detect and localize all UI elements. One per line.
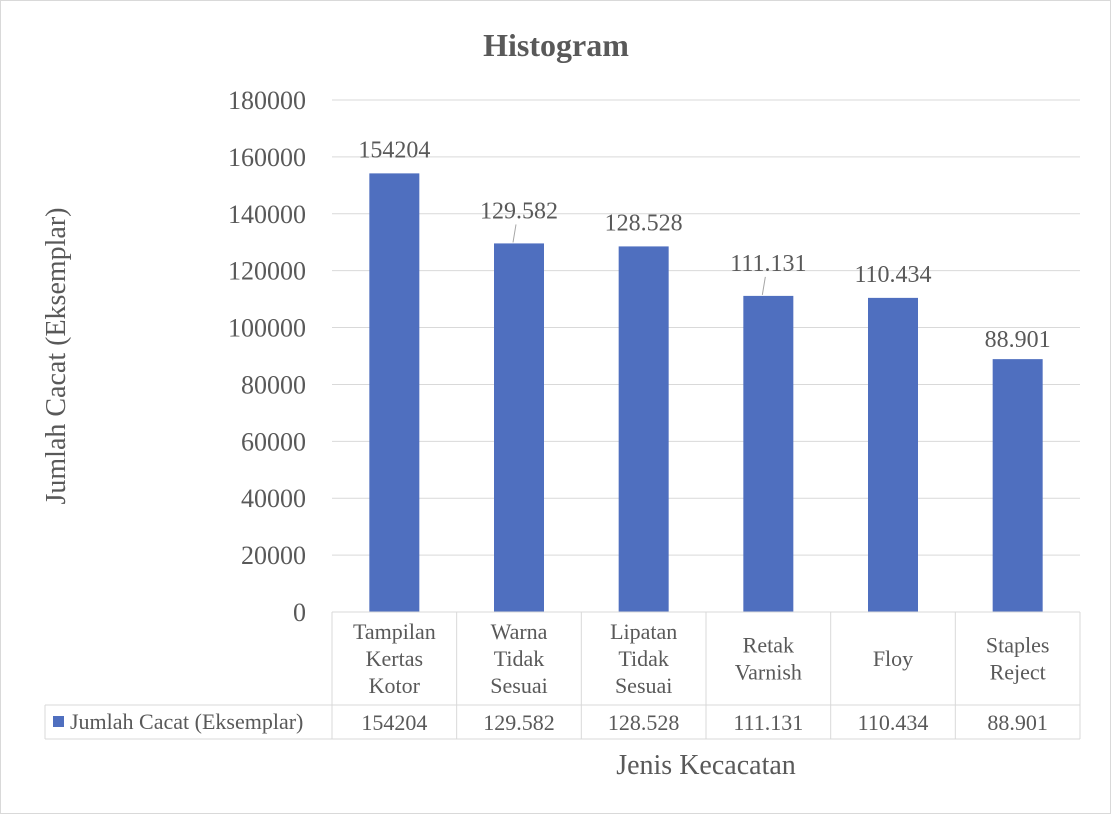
x-category-label: Staples (986, 633, 1050, 658)
table-value: 128.528 (608, 710, 680, 735)
table-value: 111.131 (733, 710, 803, 735)
table-value: 88.901 (987, 710, 1048, 735)
x-category-label: Kotor (369, 673, 421, 698)
chart-title: Histogram (483, 27, 629, 63)
x-axis-title: Jenis Kecacatan (616, 750, 796, 781)
bar (369, 173, 420, 612)
y-tick-label: 0 (293, 598, 306, 627)
x-category-label: Reject (990, 660, 1046, 685)
legend-label: Jumlah Cacat (Eksemplar) (70, 709, 303, 734)
leader-line (512, 224, 517, 243)
x-category-label: Kertas (366, 646, 423, 671)
x-category-label: Sesuai (615, 673, 672, 698)
bar (992, 359, 1043, 612)
y-tick-label: 140000 (228, 200, 306, 229)
data-label: 154204 (358, 137, 430, 163)
bar (743, 295, 794, 612)
y-tick-label: 80000 (241, 370, 306, 399)
y-tick-label: 180000 (228, 86, 306, 115)
leader-line (761, 276, 766, 295)
data-label: 110.434 (854, 262, 931, 288)
bar (868, 297, 918, 612)
legend-swatch (53, 716, 64, 727)
bar (494, 243, 544, 612)
x-category-label: Tidak (494, 646, 545, 671)
y-tick-label: 120000 (228, 257, 306, 286)
data-label: 129.582 (480, 198, 558, 224)
data-label: 111.131 (730, 251, 806, 277)
x-category-label: Tampilan (353, 619, 436, 644)
x-category-label: Sesuai (490, 673, 547, 698)
data-label: 88.901 (985, 327, 1051, 353)
x-category-label: Tidak (618, 646, 669, 671)
x-category-label: Lipatan (610, 619, 677, 644)
data-label: 128.528 (605, 210, 683, 236)
y-tick-label: 20000 (241, 541, 306, 570)
table-value: 129.582 (483, 710, 555, 735)
y-tick-label: 160000 (228, 143, 306, 172)
x-category-label: Floy (873, 646, 913, 671)
table-value: 154204 (361, 710, 427, 735)
y-tick-label: 60000 (241, 427, 306, 456)
bar (618, 246, 669, 612)
x-category-label: Varnish (735, 660, 802, 685)
x-category-label: Warna (491, 619, 548, 644)
x-category-label: Retak (743, 633, 794, 658)
y-axis-title: Jumlah Cacat (Eksemplar) (41, 207, 72, 504)
table-value: 110.434 (858, 710, 929, 735)
y-tick-label: 100000 (228, 314, 306, 343)
y-tick-label: 40000 (241, 484, 306, 513)
